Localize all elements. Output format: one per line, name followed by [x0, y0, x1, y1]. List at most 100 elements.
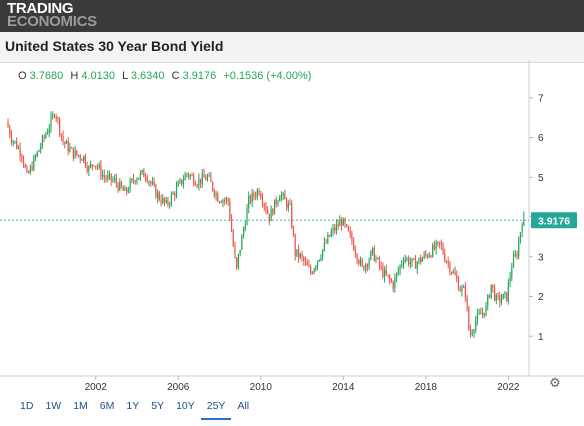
candle-body [440, 243, 442, 245]
candle-body [409, 262, 411, 265]
candle-body [225, 198, 227, 201]
candle-body [24, 164, 26, 168]
candle-body [339, 220, 341, 227]
candle-body [487, 295, 489, 306]
candle-body [313, 268, 315, 274]
candle-body [212, 181, 214, 191]
candle-body [126, 188, 128, 192]
candle-body [406, 258, 408, 260]
candle-body [103, 174, 105, 178]
candle-body [258, 190, 260, 194]
range-button-1m[interactable]: 1M [73, 400, 88, 412]
candle-body [89, 164, 92, 167]
candle-body [172, 193, 174, 195]
candle-body [459, 289, 461, 292]
title-bar: United States 30 Year Bond Yield [0, 32, 584, 63]
candle-body [186, 173, 188, 175]
candle-body [430, 255, 432, 257]
candle-body [347, 226, 350, 231]
candle-body [383, 269, 386, 278]
candle-body [291, 203, 293, 228]
candle-body [504, 292, 506, 294]
range-button-10y[interactable]: 10Y [176, 400, 195, 412]
candle-body [241, 235, 243, 250]
candle-body [29, 166, 31, 173]
x-tick-label: 2022 [497, 382, 520, 393]
candle-body [457, 279, 460, 290]
candle-body [267, 210, 269, 214]
candle-body [31, 166, 33, 171]
candle-body [310, 266, 312, 274]
range-button-1y[interactable]: 1Y [126, 400, 140, 412]
range-button-6m[interactable]: 6M [99, 400, 115, 412]
candle-body [67, 141, 69, 152]
low-value: 3.6340 [130, 70, 165, 82]
trading-economics-logo[interactable]: TRADING ECONOMICS [7, 1, 97, 29]
candle-body [445, 261, 448, 263]
candle-body [423, 253, 425, 259]
gear-icon[interactable]: ⚙ [549, 375, 561, 390]
candle-body [48, 128, 50, 133]
candle-body [83, 156, 85, 161]
candle-body [337, 224, 339, 227]
candle-body [206, 175, 209, 181]
candle-body [148, 181, 150, 183]
candle-body [335, 224, 338, 231]
range-button-1w[interactable]: 1W [45, 400, 62, 412]
candle-body [38, 150, 40, 152]
y-tick-label: 3 [538, 252, 544, 263]
candle-body [170, 194, 172, 204]
candle-body [230, 218, 233, 232]
candle-body [401, 263, 403, 266]
candle-body [124, 188, 126, 191]
candle-body [378, 258, 381, 266]
candle-body [315, 266, 317, 269]
candle-body [380, 265, 382, 267]
candle-body [468, 307, 470, 330]
candle-body [196, 185, 198, 187]
candle-body [502, 293, 504, 300]
candle-body [203, 173, 205, 178]
candle-body [328, 234, 331, 237]
range-button-25y[interactable]: 25Y [200, 398, 232, 420]
candle-body [471, 333, 473, 335]
candle-body [17, 147, 19, 149]
candle-body [119, 181, 121, 191]
range-button-1d[interactable]: 1D [20, 400, 34, 412]
candle-body [499, 295, 501, 302]
candle-body [71, 147, 73, 149]
candle-body [64, 142, 66, 144]
candle-body [201, 173, 203, 184]
candle-body [208, 175, 210, 177]
candle-body [246, 208, 248, 226]
candle-body [327, 234, 329, 243]
candle-body [236, 257, 238, 268]
candle-body [358, 260, 360, 264]
candle-body [481, 312, 484, 315]
candle-body [514, 254, 516, 257]
candle-body [421, 258, 424, 262]
candle-body [155, 184, 157, 198]
y-tick-label: 5 [538, 173, 544, 184]
y-tick-label: 7 [538, 93, 544, 104]
candle-body [320, 257, 322, 260]
candle-body [365, 264, 367, 271]
candle-body [506, 292, 508, 301]
candle-body [366, 264, 368, 267]
chart-area[interactable]: 12345672002200620102014201820223.9176 [0, 60, 584, 396]
candle-body [284, 193, 286, 200]
candle-body [141, 170, 143, 173]
range-button-all[interactable]: All [237, 400, 250, 412]
candle-body [272, 208, 274, 215]
candle-body [112, 179, 114, 181]
candle-body [59, 119, 61, 134]
candle-body [279, 197, 281, 202]
range-button-5y[interactable]: 5Y [151, 400, 165, 412]
candle-body [408, 258, 410, 265]
candle-body [351, 233, 353, 242]
candle-body [375, 258, 377, 261]
candle-body [10, 135, 13, 143]
candle-body [34, 156, 37, 158]
candle-body [301, 253, 303, 258]
candle-body [334, 227, 336, 231]
